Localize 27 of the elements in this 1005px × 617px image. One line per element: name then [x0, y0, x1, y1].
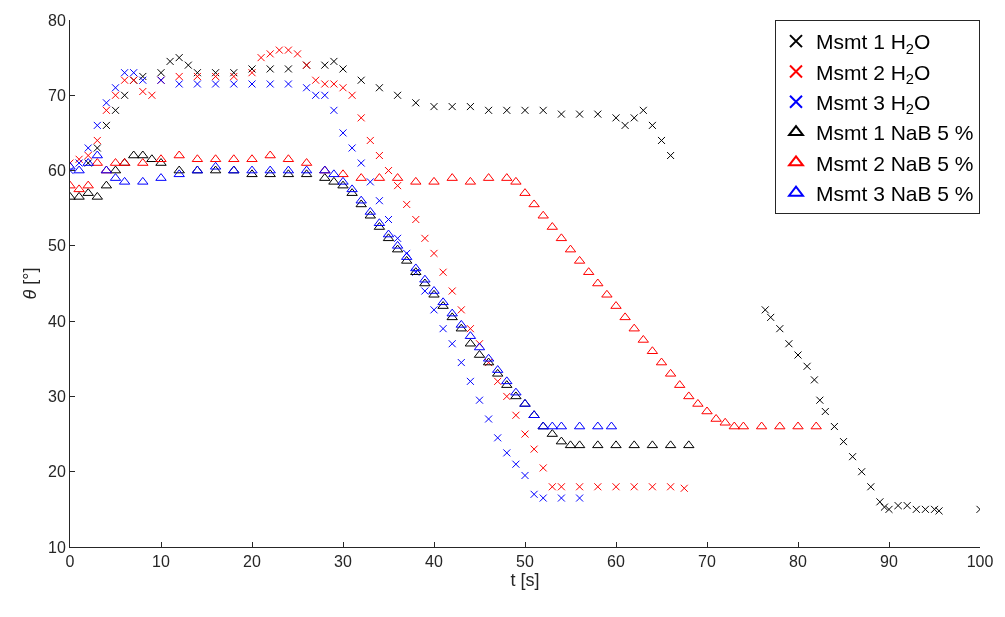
y-axis-title: θ [°] [20, 267, 41, 300]
legend-label: Msmt 3 H$_{2}$O [816, 90, 931, 118]
y-tick-label: 30 [48, 388, 66, 406]
y-tick-label: 10 [48, 538, 66, 556]
y-tick-label: 60 [48, 162, 66, 180]
x-tick-label: 20 [243, 553, 261, 571]
legend-label: Msmt 2 H$_{2}$O [816, 60, 931, 88]
y-tick-label: 40 [48, 312, 66, 330]
y-tick-label: 50 [48, 237, 66, 255]
y-tick-label: 80 [48, 11, 66, 29]
x-tick-label: 10 [152, 553, 170, 571]
x-tick-label: 40 [425, 553, 443, 571]
legend-label: Msmt 3 NaB 5 % [816, 181, 974, 205]
x-tick-label: 90 [880, 553, 898, 571]
legend-label: Msmt 2 NaB 5 % [816, 151, 974, 175]
legend-label: Msmt 1 H$_{2}$O [816, 30, 931, 57]
x-tick-label: 50 [516, 553, 534, 571]
legend-label: Msmt 1 NaB 5 % [816, 121, 974, 145]
x-tick-label: 0 [65, 553, 75, 571]
x-tick-label: 60 [607, 553, 625, 571]
x-tick-label: 100 [966, 553, 994, 571]
y-tick-label: 20 [48, 463, 66, 481]
y-tick-label: 70 [48, 86, 66, 104]
x-tick-label: 70 [698, 553, 716, 571]
x-tick-label: 80 [789, 553, 807, 571]
x-axis-title: t [s] [510, 570, 540, 591]
x-tick-label: 30 [334, 553, 352, 571]
